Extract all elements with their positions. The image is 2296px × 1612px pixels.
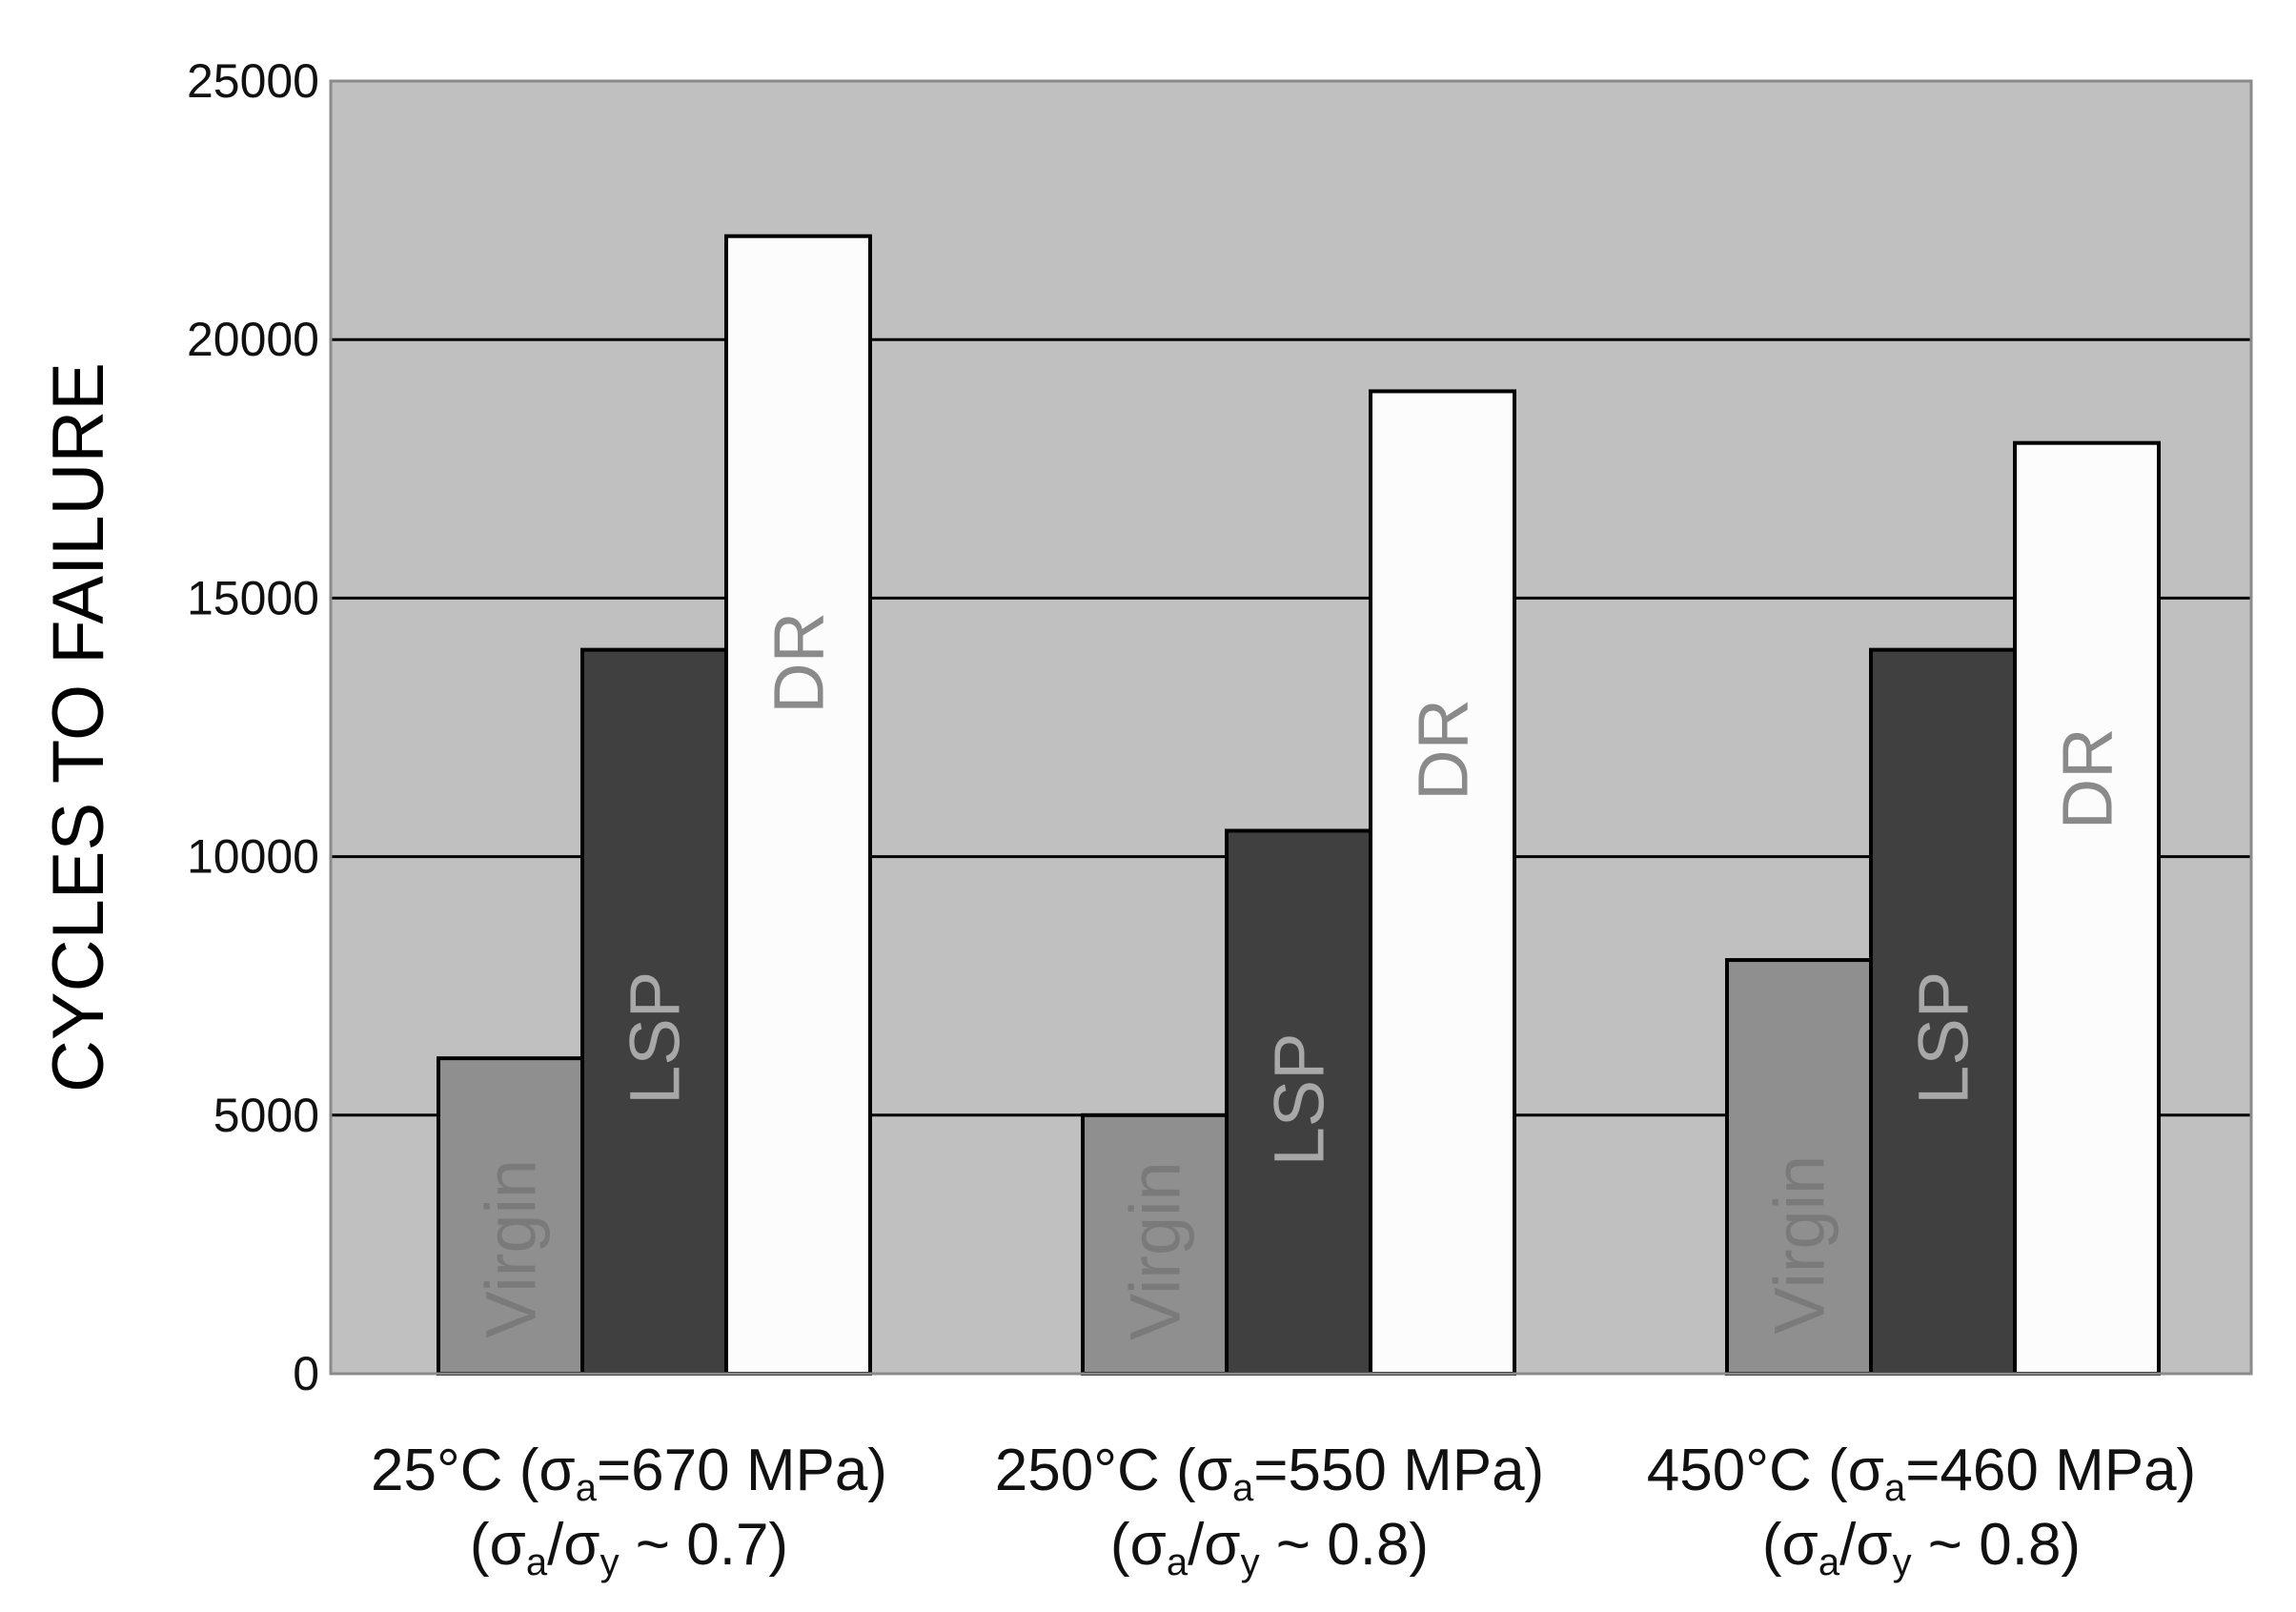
bar-label-lsp: LSP — [1260, 1032, 1339, 1166]
bar-label-dr: DR — [760, 612, 839, 714]
category-label-1-line2: (σa/σy ~ 0.7) — [470, 1512, 788, 1583]
bar-dr-2 — [1369, 389, 1516, 1377]
y-tick-label: 0 — [293, 1347, 319, 1400]
bar-label-virgin: Virgin — [1760, 1155, 1839, 1335]
label-part: 250°C (σ — [995, 1438, 1232, 1503]
bar-label-dr: DR — [2048, 727, 2127, 829]
bar-virgin-3 — [1725, 958, 1873, 1377]
y-tick-label: 20000 — [187, 313, 319, 366]
y-tick-label: 25000 — [187, 54, 319, 108]
label-part: (σ — [470, 1512, 526, 1578]
category-label-1-line1: 25°C (σa=670 MPa) — [371, 1438, 887, 1509]
label-part: /σ — [1188, 1512, 1241, 1578]
subscript: a — [1167, 1541, 1189, 1583]
y-tick-label: 15000 — [187, 571, 319, 624]
bar-dr-3 — [2013, 440, 2161, 1376]
subscript: a — [1819, 1541, 1840, 1583]
bar-lsp-2 — [1225, 828, 1372, 1376]
subscript: a — [526, 1541, 548, 1583]
category-label-2-line2: (σa/σy ~ 0.8) — [1110, 1512, 1429, 1583]
bars: Virgin Virgin Virgin LSP LSP LSP DR DR DR — [437, 234, 2161, 1377]
bar-virgin-2 — [1081, 1112, 1229, 1377]
label-part: ~ 0.8) — [1912, 1512, 2082, 1578]
x-axis-categories: 25°C (σa=670 MPa)(σa/σy ~ 0.7)250°C (σa=… — [371, 1438, 2196, 1583]
subscript: a — [576, 1467, 598, 1509]
subscript: y — [1241, 1541, 1260, 1583]
label-part: ~ 0.7) — [620, 1512, 789, 1578]
bar-lsp-1 — [580, 647, 728, 1376]
category-label-2-line1: 250°C (σa=550 MPa) — [995, 1438, 1544, 1509]
label-part: 25°C (σ — [371, 1438, 576, 1503]
subscript: a — [1232, 1467, 1254, 1509]
subscript: y — [1893, 1541, 1912, 1583]
label-part: /σ — [547, 1512, 600, 1578]
label-part: ~ 0.8) — [1260, 1512, 1430, 1578]
bar-label-lsp: LSP — [1904, 971, 1983, 1105]
label-part: =460 MPa) — [1905, 1438, 2196, 1503]
label-part: (σ — [1110, 1512, 1167, 1578]
bar-label-dr: DR — [1404, 699, 1483, 801]
y-axis-ticks: 0 5000 10000 15000 20000 25000 — [187, 54, 319, 1400]
subscript: a — [1884, 1467, 1906, 1509]
bar-lsp-3 — [1869, 647, 2017, 1376]
y-axis-title: CYCLES TO FAILURE — [38, 362, 119, 1092]
label-part: 450°C (σ — [1647, 1438, 1884, 1503]
bar-label-virgin: Virgin — [1116, 1161, 1195, 1340]
label-part: =550 MPa) — [1253, 1438, 1544, 1503]
category-label-3-line1: 450°C (σa=460 MPa) — [1647, 1438, 2196, 1509]
y-tick-label: 5000 — [213, 1089, 319, 1142]
bar-label-lsp: LSP — [616, 971, 695, 1105]
y-tick-label: 10000 — [187, 830, 319, 884]
label-part: (σ — [1762, 1512, 1819, 1578]
bar-label-virgin: Virgin — [472, 1159, 551, 1338]
category-label-3-line2: (σa/σy ~ 0.8) — [1762, 1512, 2081, 1583]
plot-frame — [329, 79, 2253, 1376]
label-part: /σ — [1839, 1512, 1893, 1578]
subscript: y — [600, 1541, 620, 1583]
bar-dr-1 — [724, 234, 872, 1377]
label-part: =670 MPa) — [597, 1438, 887, 1503]
